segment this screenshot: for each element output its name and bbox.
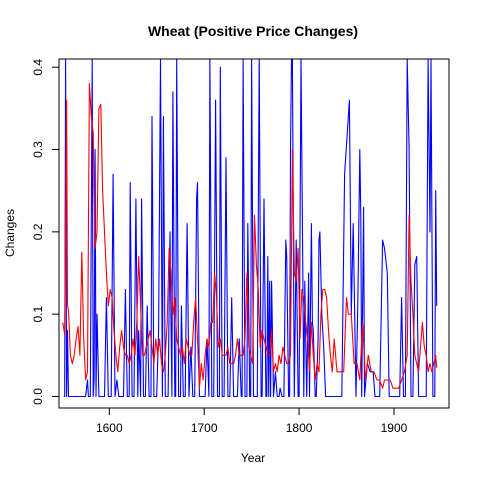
series-layer xyxy=(62,59,438,398)
y-tick-label: 0.1 xyxy=(31,306,45,323)
plot-frame xyxy=(58,58,450,409)
y-tick-label: 0.3 xyxy=(31,141,45,158)
x-tick-label: 1900 xyxy=(381,421,408,435)
chart-title: Wheat (Positive Price Changes) xyxy=(148,23,358,39)
y-tick-label: 0.2 xyxy=(31,223,45,240)
y-axis: 0.0 0.1 0.2 0.3 0.4 xyxy=(31,59,60,405)
x-axis-label: Year xyxy=(241,451,265,465)
y-tick-label: 0.0 xyxy=(31,388,45,405)
x-tick-label: 1700 xyxy=(191,421,218,435)
x-axis: 1600 1700 1800 1900 xyxy=(96,407,408,435)
y-axis-label: Changes xyxy=(3,209,17,257)
series-line-2 xyxy=(62,83,438,389)
x-tick-label: 1800 xyxy=(286,421,313,435)
x-tick-label: 1600 xyxy=(96,421,123,435)
y-tick-label: 0.4 xyxy=(31,59,45,76)
